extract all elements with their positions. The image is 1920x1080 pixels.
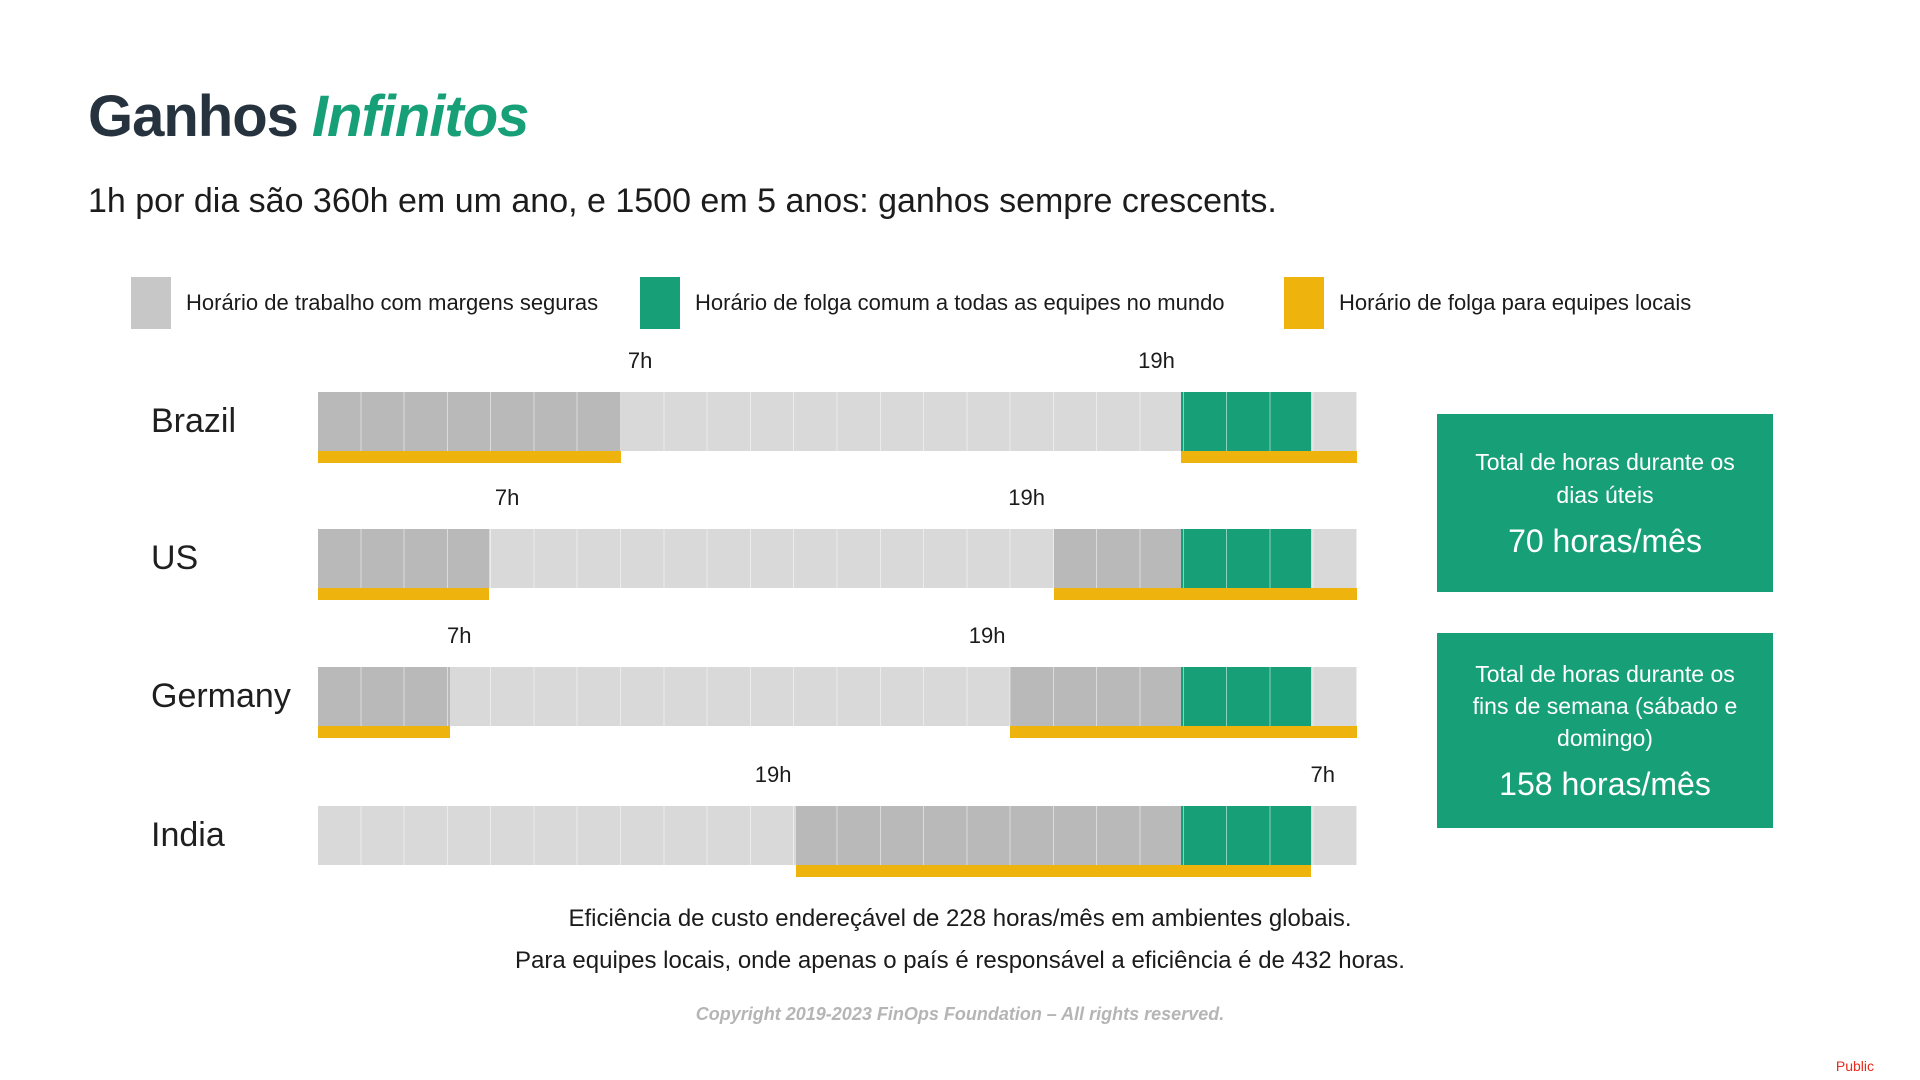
- page-title: Ganhos Infinitos: [88, 84, 530, 151]
- hour-gridlines: [318, 806, 1357, 865]
- global-free-segment: [1181, 529, 1312, 588]
- chart-legend: Horário de trabalho com margens seguras …: [0, 277, 1920, 329]
- timeline-bar: 19h 7h: [318, 762, 1357, 877]
- weekend-total-title: Total de horas durante os fins de semana…: [1472, 660, 1738, 752]
- hour-gridlines: [318, 392, 1357, 451]
- hour-label: 19h: [754, 762, 792, 787]
- hour-label: 19h: [968, 623, 1006, 648]
- legend-swatch-gray: [131, 277, 171, 329]
- work-hours-segment: [795, 806, 1182, 865]
- country-label: US: [151, 539, 199, 577]
- local-free-strip: [795, 865, 1312, 877]
- local-free-strip: [318, 588, 490, 600]
- hour-label: 19h: [1138, 348, 1175, 373]
- work-hours-segment: [318, 529, 490, 588]
- hour-label: 19h: [1008, 485, 1045, 510]
- country-label: India: [151, 816, 225, 854]
- global-free-segment: [1181, 806, 1312, 865]
- timeline-bar: 7h 19h: [318, 485, 1357, 600]
- timeline-bar: 7h 19h: [318, 348, 1357, 463]
- local-free-strip: [318, 726, 450, 738]
- classification-badge: Public: [1835, 1058, 1874, 1074]
- weekend-total-value: 158 horas/mês: [1499, 766, 1711, 803]
- legend-label-work-hours: Horário de trabalho com margens seguras: [186, 290, 599, 315]
- weekday-total-value: 70 horas/mês: [1508, 522, 1702, 559]
- weekday-total-card: Total de horas durante os dias úteis 70 …: [1437, 414, 1773, 592]
- hour-label: 7h: [494, 485, 520, 510]
- legend-item-global-free: Horário de folga comum a todas as equipe…: [640, 277, 1225, 329]
- weekend-total-card: Total de horas durante os fins de semana…: [1437, 633, 1773, 828]
- work-hours-segment: [1053, 529, 1182, 588]
- global-free-segment: [1181, 667, 1312, 726]
- hour-label: 7h: [627, 348, 653, 373]
- legend-swatch-teal: [640, 277, 680, 329]
- copyright-text: Copyright 2019-2023 FinOps Foundation – …: [695, 1004, 1225, 1024]
- subtitle: 1h por dia são 360h em um ano, e 1500 em…: [88, 182, 1277, 220]
- work-hours-segment: [318, 667, 450, 726]
- legend-label-global-free: Horário de folga comum a todas as equipe…: [695, 290, 1225, 315]
- global-free-segment: [1181, 392, 1312, 451]
- legend-label-local-free: Horário de folga para equipes locais: [1339, 290, 1692, 315]
- local-free-strip: [1053, 588, 1357, 600]
- hour-gridlines: [318, 667, 1357, 726]
- local-free-strip: [1009, 726, 1357, 738]
- local-free-strip: [1181, 451, 1357, 463]
- legend-swatch-yellow: [1284, 277, 1324, 329]
- hour-label: 7h: [1310, 762, 1335, 787]
- weekday-total-title: Total de horas durante os dias úteis: [1475, 449, 1735, 508]
- legend-item-local-free: Horário de folga para equipes locais: [1284, 277, 1691, 329]
- work-hours-segment: [318, 392, 622, 451]
- country-label: Brazil: [151, 402, 237, 440]
- hour-label: 7h: [447, 623, 472, 648]
- note-global-efficiency: Eficiência de custo endereçável de 228 h…: [568, 905, 1352, 932]
- country-label: Germany: [151, 677, 291, 715]
- title-main: Ganhos: [88, 84, 299, 149]
- legend-item-work-hours: Horário de trabalho com margens seguras: [131, 277, 598, 329]
- title-accent: Infinitos: [311, 84, 530, 149]
- efficiency-notes: Eficiência de custo endereçável de 228 h…: [0, 898, 1920, 982]
- note-local-efficiency: Para equipes locais, onde apenas o país …: [515, 947, 1405, 974]
- hour-gridlines: [318, 529, 1357, 588]
- work-hours-segment: [1009, 667, 1182, 726]
- local-free-strip: [318, 451, 622, 463]
- timeline-bar: 7h 19h: [318, 623, 1357, 738]
